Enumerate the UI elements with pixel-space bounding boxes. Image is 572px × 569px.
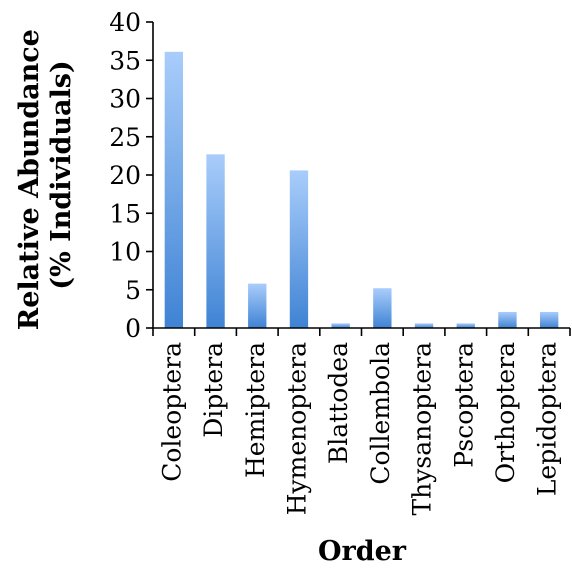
y-tick-label: 5 <box>125 276 141 305</box>
bar-lepidoptera <box>539 311 559 328</box>
bar-hemiptera <box>248 283 267 328</box>
y-axis-title-line1: Relative Abundance <box>14 29 45 330</box>
bar-series <box>164 51 559 328</box>
bar-collembola <box>373 288 392 328</box>
y-axis-title: Relative Abundance (% Individuals) <box>14 20 77 330</box>
x-axis-title: Order <box>318 536 407 567</box>
bar-blattodea <box>331 323 350 328</box>
bar-coleoptera <box>164 51 184 328</box>
x-axis-ticks: Coleoptera Diptera Hemiptera Hymenoptera Bla… <box>152 328 571 516</box>
x-tick-label: Hymenoptera <box>282 342 311 515</box>
y-tick-label: 35 <box>109 46 141 75</box>
y-axis-title-line2: (% Individuals) <box>46 60 77 289</box>
x-tick-label: Thysanoptera <box>408 342 437 516</box>
x-tick-label: Coleoptera <box>157 342 186 482</box>
bar-diptera <box>206 154 225 328</box>
y-tick-label: 0 <box>125 314 141 343</box>
x-tick-label: Diptera <box>199 342 228 438</box>
x-tick-label: Blattodea <box>324 342 353 464</box>
y-tick-label: 15 <box>109 199 141 228</box>
bar-hymenoptera <box>289 170 309 328</box>
bar-pscoptera <box>456 323 475 328</box>
x-tick-label: Pscoptera <box>449 342 478 468</box>
y-tick-label: 20 <box>109 161 141 190</box>
x-tick-label: Orthoptera <box>491 342 520 483</box>
y-tick-label: 30 <box>109 85 141 114</box>
y-tick-label: 40 <box>109 8 141 37</box>
y-tick-label: 25 <box>109 123 141 152</box>
bar-thysanoptera <box>414 323 434 328</box>
x-tick-label: Hemiptera <box>241 342 270 478</box>
x-tick-label: Lepidoptera <box>533 342 562 496</box>
y-axis-ticks: 0 5 10 15 20 25 30 35 40 <box>109 8 153 343</box>
x-tick-label: Collembola <box>366 342 395 485</box>
y-tick-label: 10 <box>109 238 141 267</box>
bar-orthoptera <box>498 311 517 328</box>
